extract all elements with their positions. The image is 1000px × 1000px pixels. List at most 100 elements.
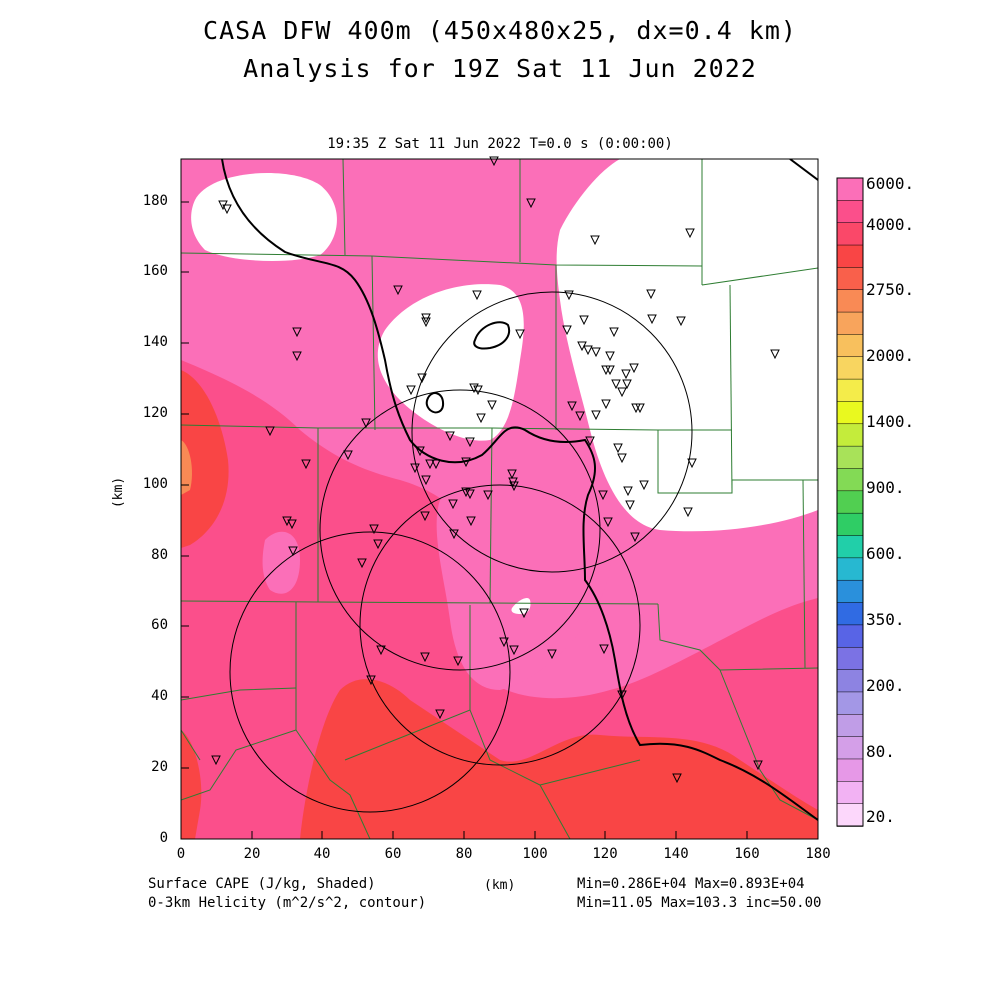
y-tick-label: 100 [142,476,168,492]
station-marker [567,401,577,412]
station-marker [373,539,383,550]
station-marker [622,379,632,390]
low-cape-nw [191,173,337,262]
y-tick-label: 40 [151,688,168,704]
station-marker [639,480,649,491]
county-line [181,729,201,761]
x-tick-label: 100 [522,846,548,862]
station-marker [617,453,627,464]
station-marker [753,760,763,771]
county-line [539,759,641,786]
station-marker [583,345,593,356]
station-marker [476,413,486,424]
station-markers [211,156,780,784]
radar-rings [229,291,693,813]
colorbar-frame [836,177,864,827]
station-marker [635,403,645,414]
colorbar [836,177,864,827]
station-marker [376,645,386,656]
station-marker [483,490,493,501]
colorbar-swatch [836,736,864,760]
station-marker [489,156,499,167]
cape-high-west [262,531,300,594]
plot-frame [180,158,819,840]
station-marker [417,373,427,384]
helicity-contour-small [473,321,510,350]
station-marker [361,418,371,429]
station-marker [605,365,615,376]
station-marker [605,351,615,362]
county-line [181,687,297,701]
station-marker [591,347,601,358]
colorbar-swatch [836,222,864,246]
station-marker [625,500,635,511]
x-tick-label: 20 [243,846,261,862]
station-marker [466,516,476,527]
colorbar-swatch [836,714,864,738]
station-marker [515,329,525,340]
helicity-contour-50 [221,159,818,821]
y-tick-label: 180 [142,193,168,209]
station-marker [687,458,697,469]
station-marker [469,383,479,394]
county-line [657,430,818,494]
helicity-contour-small [425,392,445,414]
colorbar-swatch [836,378,864,403]
colorbar-swatch [836,602,864,626]
station-marker [562,325,572,336]
colorbar-label: 200. [866,676,905,695]
helicity-contour-ne [789,159,818,181]
colorbar-label: 4000. [866,215,915,234]
footer-field-helicity: 0-3km Helicity (m^2/s^2, contour) [148,895,427,911]
y-tick-label: 140 [142,334,168,350]
station-marker [461,487,471,498]
station-marker [211,755,221,766]
colorbar-swatch [836,311,864,336]
footer-field-cape: Surface CAPE (J/kg, Shaded) [148,876,376,892]
station-marker [435,709,445,720]
station-marker [292,351,302,362]
station-marker [519,608,529,619]
cape-3500-west [181,370,229,548]
cape-field [181,159,818,839]
colorbar-swatch [836,289,864,313]
low-cape-central [377,284,524,441]
station-marker [421,317,431,328]
colorbar-label: 600. [866,544,905,563]
station-marker [617,690,627,701]
colorbar-label: 20. [866,807,895,826]
x-tick-label: 160 [734,846,760,862]
y-tick-label: 20 [151,759,168,775]
county-line [657,603,818,671]
x-tick-label: 120 [592,846,618,862]
footer-stats-cape: Min=0.286E+04 Max=0.893E+04 [577,876,805,892]
station-marker [421,475,431,486]
station-marker [526,198,536,209]
chart-title: CASA DFW 400m (450x480x25, dx=0.4 km) [203,16,797,45]
colorbar-label: 6000. [866,174,915,193]
chart-subtitle: Analysis for 19Z Sat 11 Jun 2022 [243,54,757,83]
colorbar-swatch [836,646,864,671]
station-marker [357,558,367,569]
radar-ring [411,291,693,573]
colorbar-label: 80. [866,742,895,761]
station-marker [288,546,298,557]
station-marker [685,228,695,239]
station-marker [623,486,633,497]
y-tick-label: 120 [142,405,168,421]
station-marker [575,411,585,422]
station-marker [564,290,574,301]
station-marker [461,457,471,468]
colorbar-swatch [836,535,864,559]
low-cape-ne [556,159,818,532]
colorbar-swatch [836,557,864,581]
colorbar-swatch [836,781,864,805]
colorbar-swatch [836,423,864,447]
colorbar-label: 2750. [866,280,915,299]
county-line [729,284,733,494]
station-marker [601,399,611,410]
county-line [489,427,493,604]
station-marker [415,446,425,457]
colorbar-swatch [836,803,864,827]
station-marker [509,481,519,492]
